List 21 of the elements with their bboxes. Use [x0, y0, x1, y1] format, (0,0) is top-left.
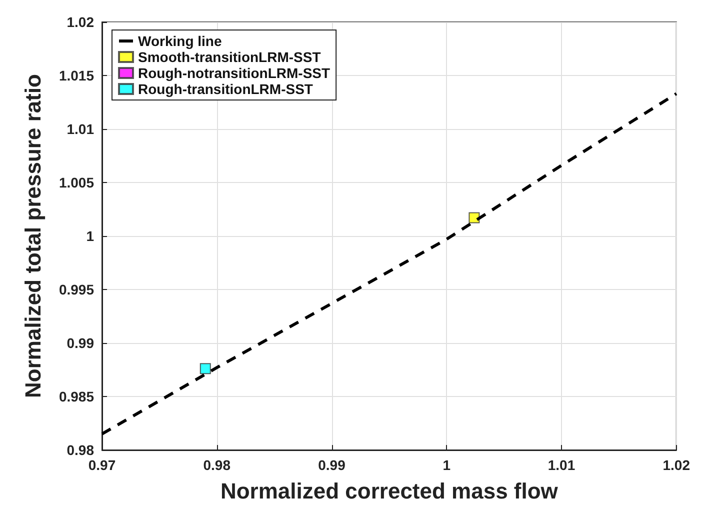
x-tick-label: 1.01 [548, 457, 576, 473]
x-axis-title: Normalized corrected mass flow [220, 478, 559, 504]
y-tick-label: 1.005 [58, 174, 94, 190]
x-tick-label: 1.02 [662, 457, 690, 473]
y-tick-label: 1.015 [58, 68, 94, 84]
x-tick-label: 0.97 [88, 457, 116, 473]
y-tick-label: 1 [86, 228, 94, 244]
legend-label: Rough-notransitionLRM-SST [138, 65, 331, 81]
x-tick-label: 1 [442, 457, 451, 473]
y-tick-label: 0.995 [58, 282, 94, 298]
legend-label: Working line [138, 33, 222, 49]
y-tick-label: 1.02 [66, 14, 94, 30]
y-tick-label: 0.985 [58, 388, 94, 404]
legend-label: Rough-transitionLRM-SST [138, 81, 314, 97]
x-tick-label: 0.98 [203, 457, 231, 473]
x-tick-label: 0.99 [318, 457, 346, 473]
y-axis-title: Normalized total pressure ratio [20, 74, 46, 398]
y-tick-label: 0.99 [66, 335, 94, 351]
legend-label: Smooth-transitionLRM-SST [138, 49, 322, 65]
y-tick-label: 0.98 [66, 442, 94, 458]
y-tick-label: 1.01 [66, 121, 94, 137]
